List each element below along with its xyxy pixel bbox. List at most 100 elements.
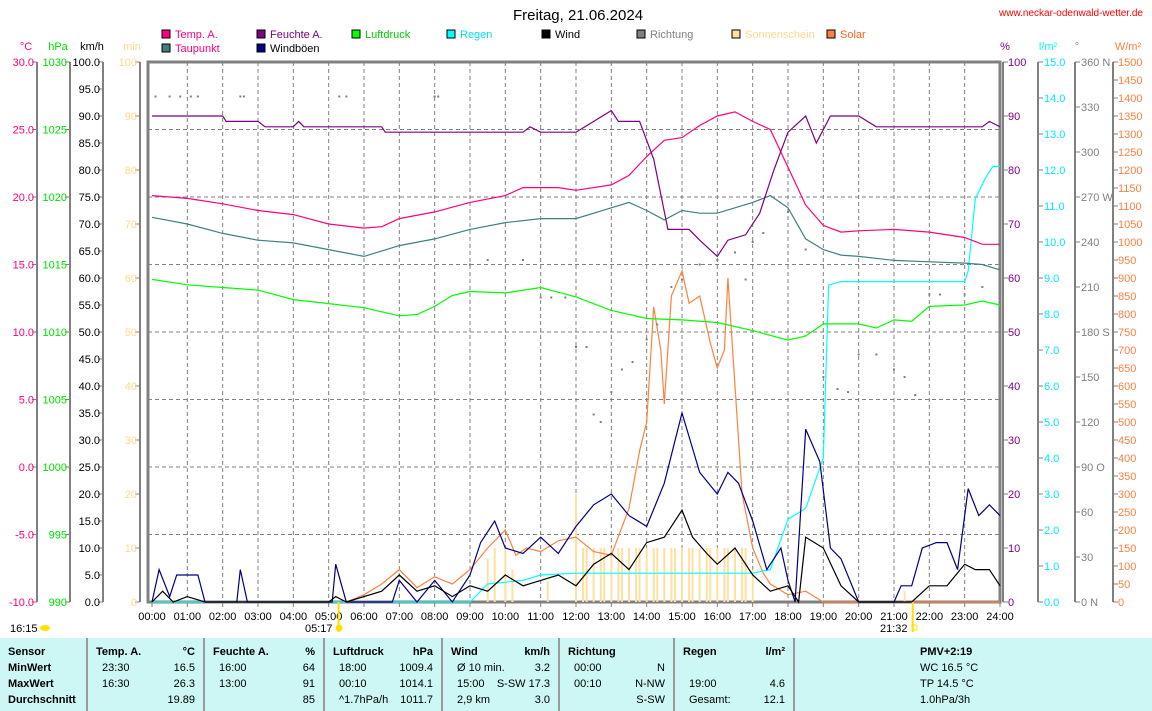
cell-time: Gesamt: (689, 694, 731, 706)
axis-label-humidity: 30 (1008, 435, 1020, 447)
point-richtung (564, 296, 567, 299)
axis-label-pressure: 1030 (43, 57, 67, 69)
point-richtung (239, 95, 242, 98)
axis-label-sun: 10 (125, 543, 137, 555)
point-richtung (744, 278, 747, 281)
bar-sonnenschein (698, 548, 701, 602)
point-richtung (804, 248, 807, 251)
axis-label-solar: 1000 (1118, 237, 1142, 249)
axis-label-solar: 1500 (1118, 57, 1142, 69)
bar-sonnenschein (585, 548, 588, 602)
axis-label-humidity: 10 (1008, 543, 1020, 555)
point-richtung (585, 346, 588, 348)
axis-label-solar: 850 (1118, 291, 1136, 303)
axis-label-wind: 50.0 (79, 327, 100, 339)
row-label: MaxWert (8, 678, 54, 690)
bar-sonnenschein (705, 548, 708, 602)
point-richtung (522, 259, 524, 261)
bar-sonnenschein (741, 548, 744, 602)
axis-label-temp: 0.0 (19, 462, 34, 474)
axis-label-humidity: 50 (1008, 327, 1020, 339)
axis-label-rain: 8.0 (1044, 309, 1059, 321)
axis-label-rain: 0.0 (1044, 597, 1059, 609)
point-richtung (179, 95, 182, 98)
axis-unit-solar: W/m² (1115, 41, 1142, 53)
legend-swatch (731, 29, 741, 39)
legend-swatch (351, 29, 361, 39)
axis-label-rain: 13.0 (1044, 129, 1065, 141)
axis-label-solar: 1150 (1118, 183, 1142, 195)
x-tick-label: 04:00 (280, 611, 308, 623)
point-richtung (196, 95, 199, 98)
legend-label: Wind (555, 29, 580, 41)
point-richtung (670, 286, 673, 288)
axis-label-direction: 60 (1081, 507, 1093, 519)
x-tick-label: 07:00 (386, 611, 414, 623)
site-link[interactable]: www.neckar-odenwald-wetter.de (998, 8, 1143, 19)
bar-sonnenschein (652, 548, 655, 602)
x-tick-label: 14:00 (633, 611, 661, 623)
cell-value: 16.5 (173, 662, 195, 674)
axis-label-wind: 80.0 (79, 165, 100, 177)
header-unit: °C (182, 646, 195, 658)
cell-value: N-NW (635, 678, 665, 690)
axis-label-solar: 1050 (1118, 219, 1142, 231)
axis-label-wind: 90.0 (79, 111, 100, 123)
axis-label-rain: 9.0 (1044, 273, 1059, 285)
axis-label-temp: 5.0 (19, 395, 34, 407)
cell-time: 13:00 (219, 678, 247, 690)
axis-label-solar: 200 (1118, 525, 1136, 537)
legend-swatch (446, 29, 456, 39)
x-tick-label: 15:00 (668, 611, 696, 623)
point-richtung (787, 211, 789, 213)
axis-label-solar: 1300 (1118, 129, 1142, 141)
moon-time: 16:15 (10, 623, 38, 635)
axis-label-humidity: 80 (1008, 165, 1020, 177)
point-richtung (592, 413, 595, 416)
legend-swatch (541, 29, 551, 39)
cell-value: 19.89 (167, 694, 195, 706)
axis-label-solar: 450 (1118, 435, 1136, 447)
cell-time: 00:10 (574, 678, 602, 690)
col-rain: Regen l/m² 19:00 4.6 Gesamt: 12.1 (675, 638, 795, 711)
legend-swatch (826, 29, 836, 39)
axis-label-direction: 180 S (1081, 327, 1110, 339)
cell-value: 3.2 (534, 662, 550, 674)
point-richtung (168, 95, 171, 98)
header-unit: km/h (524, 646, 550, 658)
header-unit: l/m² (765, 646, 785, 658)
axis-label-temp: 25.0 (13, 125, 34, 137)
axis-label-wind: 65.0 (79, 246, 100, 258)
axis-label-solar: 1250 (1118, 147, 1142, 159)
axis-label-solar: 650 (1118, 363, 1136, 375)
line-windb-en (151, 410, 1001, 604)
cell-value: S-SW (636, 694, 665, 706)
legend: Temp. A. Feuchte A. Luftdruck Regen Wind Rich… (161, 29, 866, 55)
col-direction: Richtung 00:00 N 00:10 N-NW S-SW (560, 638, 675, 711)
axis-label-temp: 15.0 (13, 260, 34, 272)
x-tick-label: 10:00 (492, 611, 520, 623)
axis-label-pressure: 1010 (43, 327, 67, 339)
header-unit: % (305, 646, 315, 658)
bar-sonnenschein (575, 494, 577, 602)
axis-label-temp: -10.0 (9, 597, 34, 609)
axis-label-wind: 70.0 (79, 219, 100, 231)
point-richtung (189, 95, 192, 98)
axis-label-sun: 30 (125, 435, 137, 447)
axis-label-solar: 750 (1118, 327, 1136, 339)
bar-sonnenschein (546, 580, 549, 602)
axis-label-solar: 300 (1118, 489, 1136, 501)
x-tick-label: 23:00 (951, 611, 979, 623)
stats-table: Sensor MinWert MaxWert Durchschnitt Temp… (0, 638, 1152, 711)
x-tick-label: 11:00 (527, 611, 554, 623)
bar-sonnenschein (691, 548, 694, 602)
axis-label-wind: 40.0 (79, 381, 100, 393)
point-richtung (486, 259, 489, 261)
sunset-icon (911, 624, 918, 631)
weather-chart: Freitag, 21.06.2024 www.neckar-odenwald-… (9, 7, 1144, 635)
point-richtung (242, 95, 245, 98)
legend-label: Taupunkt (175, 43, 220, 55)
axis-label-sun: 0 (131, 597, 137, 609)
axis-label-humidity: 0 (1008, 597, 1014, 609)
legend-label: Richtung (650, 29, 693, 41)
